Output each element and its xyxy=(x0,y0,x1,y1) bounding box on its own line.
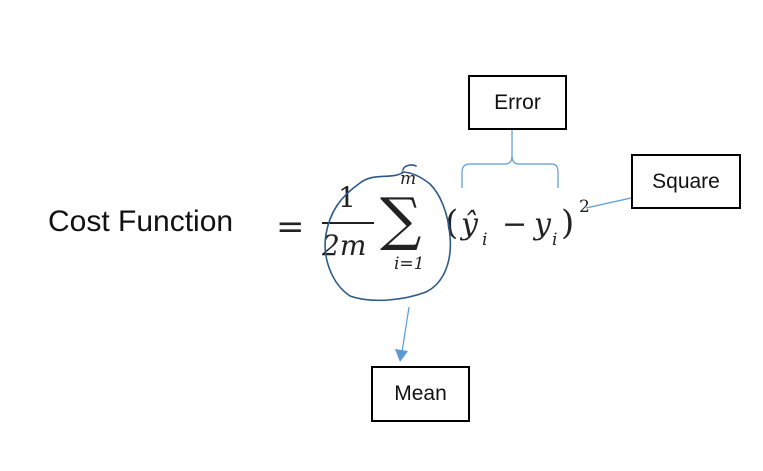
y-value: y xyxy=(534,207,551,242)
mean-annotation-box: Mean xyxy=(371,366,470,422)
mean-highlight-circle xyxy=(324,164,452,302)
y-subscript: i xyxy=(552,230,558,250)
fraction-denominator: 2m xyxy=(322,229,367,262)
square-annotation-box: Square xyxy=(631,154,741,209)
exponent: 2 xyxy=(579,197,590,217)
error-brace xyxy=(461,129,559,188)
mean-arrow-line xyxy=(401,306,410,353)
minus-sign: − xyxy=(502,207,528,242)
close-paren: ) xyxy=(561,203,575,243)
sum-symbol: ∑ xyxy=(380,185,422,253)
fraction-bar xyxy=(322,222,374,224)
square-connector-line xyxy=(585,197,632,209)
sum-upper-limit: m xyxy=(400,169,417,189)
square-annotation-label: Square xyxy=(652,169,720,193)
error-annotation-box: Error xyxy=(468,75,567,130)
open-paren: ( xyxy=(445,203,459,243)
mean-arrow-head xyxy=(395,349,408,362)
y-hat: ŷ xyxy=(461,207,478,242)
y-hat-subscript: i xyxy=(482,230,488,250)
error-annotation-label: Error xyxy=(494,90,541,114)
sum-lower-limit: i=1 xyxy=(394,254,425,274)
equals-sign: = xyxy=(276,207,305,247)
mean-annotation-label: Mean xyxy=(394,382,447,405)
cost-function-label: Cost Function xyxy=(48,205,234,238)
